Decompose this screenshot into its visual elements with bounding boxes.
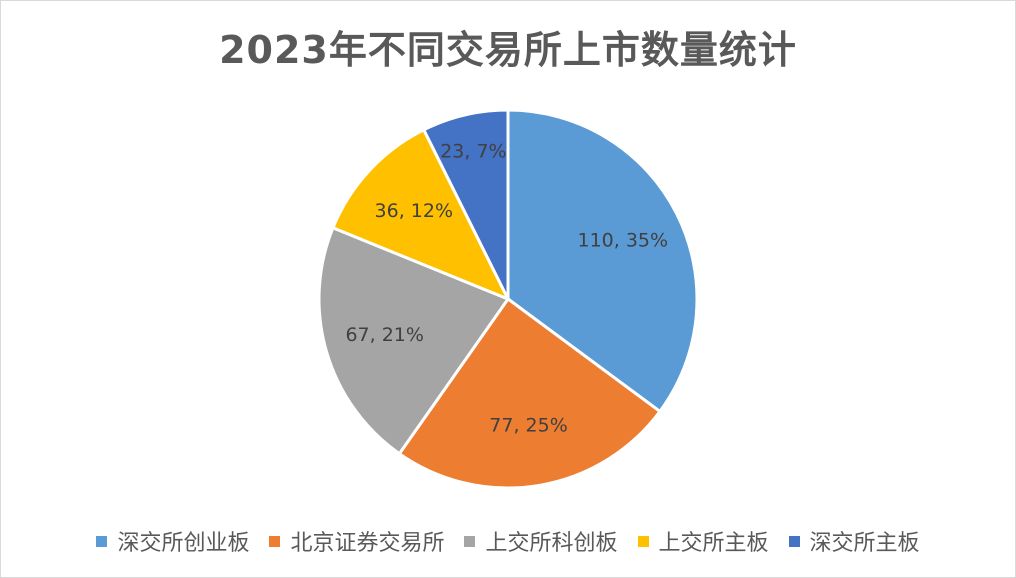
legend-item-2: 北京证券交易所	[269, 525, 444, 557]
data-label-5: 23, 7%	[440, 140, 506, 162]
legend-swatch-5	[788, 535, 800, 547]
legend-item-5: 深交所主板	[788, 525, 920, 557]
data-label-3: 67, 21%	[345, 324, 424, 346]
pie-chart: 110, 35% 77, 25% 67, 21% 36, 12% 23, 7%	[317, 108, 699, 490]
data-label-2: 77, 25%	[489, 414, 568, 436]
legend-item-1: 深交所创业板	[96, 525, 249, 557]
pie-slice-3	[317, 225, 511, 456]
pie-slice-4	[330, 127, 512, 302]
legend-label-2: 北京证券交易所	[290, 531, 445, 556]
chart-legend: 深交所创业板 北京证券交易所 上交所科创板 上交所主板 深交所主板	[1, 525, 1015, 557]
legend-swatch-4	[637, 535, 649, 547]
legend-item-4: 上交所主板	[637, 525, 769, 557]
legend-label-1: 深交所创业板	[117, 531, 250, 556]
data-label-1: 110, 35%	[577, 230, 668, 252]
pie-slice-5	[421, 108, 510, 300]
legend-label-4: 上交所主板	[658, 531, 769, 556]
legend-swatch-1	[96, 535, 108, 547]
legend-label-3: 上交所科创板	[485, 531, 618, 556]
chart-title: 2023年不同交易所上市数量统计	[219, 28, 797, 72]
legend-label-5: 深交所主板	[809, 531, 920, 556]
legend-swatch-3	[464, 535, 476, 547]
legend-swatch-2	[269, 535, 281, 547]
pie-slice-1	[506, 108, 699, 414]
legend-item-3: 上交所科创板	[464, 525, 618, 557]
pie-slice-2	[397, 296, 662, 490]
data-label-4: 36, 12%	[375, 200, 454, 222]
